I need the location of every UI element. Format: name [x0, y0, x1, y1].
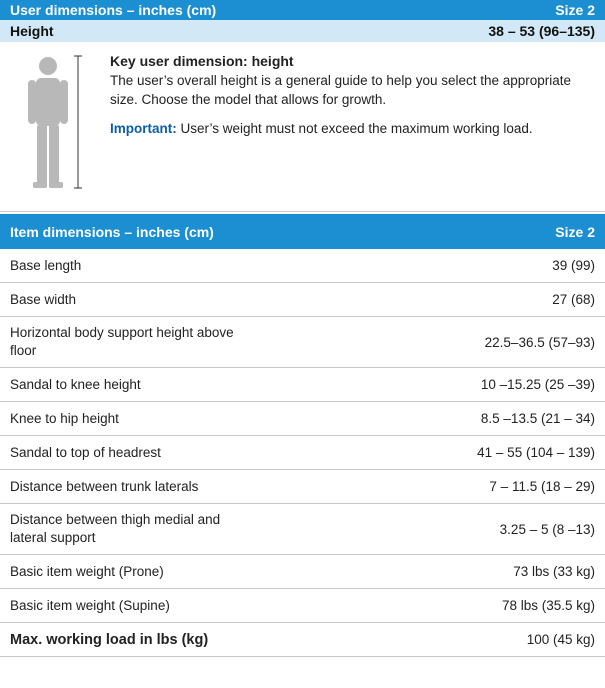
important-text: User’s weight must not exceed the maximu… — [180, 121, 533, 136]
table-row: Distance between thigh medial and latera… — [0, 504, 605, 555]
row-value: 41 – 55 (104 – 139) — [477, 445, 595, 460]
height-row: Height 38 – 53 (96–135) — [0, 20, 605, 42]
item-table: Base length 39 (99) Base width 27 (68) Horiz… — [0, 249, 605, 657]
row-value: 22.5–36.5 (57–93) — [484, 334, 595, 350]
row-label: Distance between thigh medial and latera… — [10, 512, 221, 545]
important-note: Important: User’s weight must not exceed… — [110, 119, 591, 138]
important-label: Important: — [110, 121, 177, 136]
row-label: Knee to hip height — [10, 410, 119, 426]
table-row: Basic item weight (Supine) 78 lbs (35.5 k… — [0, 589, 605, 623]
row-label: Basic item weight (Prone) — [10, 563, 164, 579]
item-header: Item dimensions – inches (cm) Size 2 — [0, 214, 605, 249]
table-row: Sandal to knee height 10 –15.25 (25 –39) — [0, 368, 605, 402]
table-row: Horizontal body support height above flo… — [0, 317, 605, 368]
info-title: Key user dimension: height — [110, 53, 294, 69]
row-label: Sandal to top of headrest — [10, 444, 161, 460]
header-title: Item dimensions – inches (cm) — [10, 223, 214, 240]
user-header: User dimensions – inches (cm) Size 2 — [0, 0, 605, 20]
row-value: 27 (68) — [552, 292, 595, 307]
height-label: Height — [10, 23, 54, 39]
header-title: User dimensions – inches (cm) — [10, 2, 217, 18]
table-row: Base width 27 (68) — [0, 283, 605, 317]
row-value: 78 lbs (35.5 kg) — [501, 598, 595, 613]
person-icon — [28, 55, 82, 189]
row-value: 100 (45 kg) — [526, 632, 595, 647]
row-value: 7 – 11.5 (18 – 29) — [489, 479, 595, 494]
row-value: 10 –15.25 (25 –39) — [480, 377, 595, 392]
figure — [0, 42, 110, 211]
header-size: Size 2 — [555, 2, 595, 18]
row-value: 73 lbs (33 kg) — [513, 564, 595, 579]
info-paragraph: The user’s overall height is a general g… — [110, 73, 572, 107]
row-label: Base length — [10, 257, 82, 273]
table-row: Base length 39 (99) — [0, 249, 605, 283]
info-text: Key user dimension: height The user’s ov… — [110, 42, 605, 211]
row-value: 8.5 –13.5 (21 – 34) — [480, 411, 595, 426]
row-label: Basic item weight (Supine) — [10, 597, 170, 613]
row-value: 39 (99) — [552, 258, 595, 273]
row-value: 3.25 – 5 (8 –13) — [499, 521, 595, 537]
table-row: Knee to hip height 8.5 –13.5 (21 – 34) — [0, 402, 605, 436]
row-label: Horizontal body support height above flo… — [10, 325, 234, 358]
table-row: Basic item weight (Prone) 73 lbs (33 kg) — [0, 555, 605, 589]
table-row: Max. working load in lbs (kg) 100 (45 kg) — [0, 623, 605, 657]
row-label: Sandal to knee height — [10, 376, 141, 392]
info-block: Key user dimension: height The user’s ov… — [0, 42, 605, 212]
height-value: 38 – 53 (96–135) — [488, 23, 595, 39]
header-size: Size 2 — [555, 223, 595, 240]
row-label: Max. working load in lbs (kg) — [10, 631, 209, 648]
row-label: Distance between trunk laterals — [10, 478, 199, 494]
table-row: Sandal to top of headrest 41 – 55 (104 – … — [0, 436, 605, 470]
row-label: Base width — [10, 291, 77, 307]
table-row: Distance between trunk laterals 7 – 11.5 … — [0, 470, 605, 504]
